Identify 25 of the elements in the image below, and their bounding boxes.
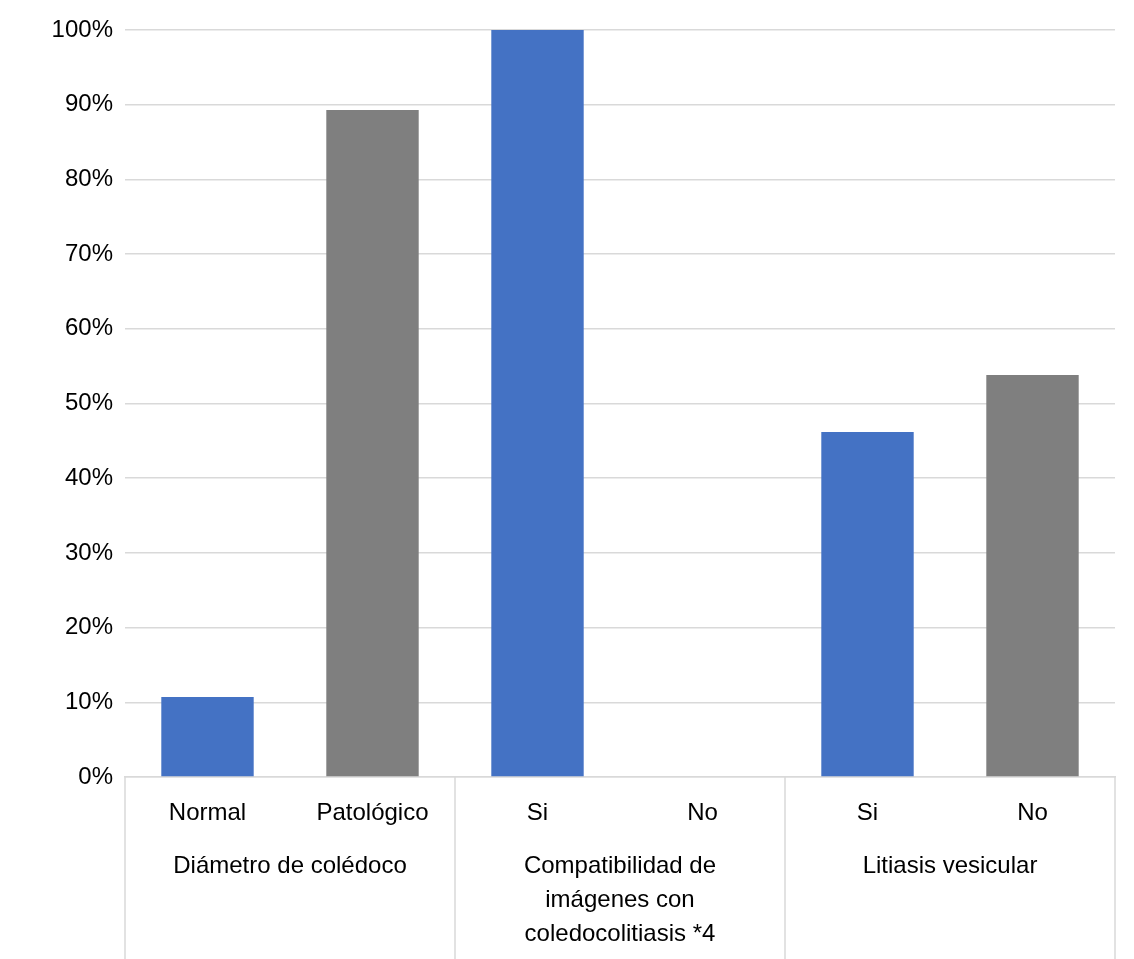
x-tick-label: Si: [856, 798, 879, 826]
bar: [491, 30, 584, 777]
text: Diámetro de colédoco: [173, 850, 407, 878]
x-tick-label: Si: [526, 798, 549, 826]
y-tick-label: 0%: [78, 761, 113, 789]
y-tick-label: 90%: [64, 89, 113, 117]
bar: [821, 431, 914, 777]
y-tick-label: 30%: [64, 537, 113, 565]
text: Litiasis vesicular: [862, 850, 1038, 878]
x-tick-label: No: [687, 798, 718, 826]
y-tick-label: 60%: [64, 313, 113, 341]
y-tick-label: 70%: [64, 238, 113, 266]
x-tick-label: No: [1017, 798, 1048, 826]
x-tick-label: Patológico: [316, 798, 429, 826]
text: Compatibilidad de imágenes con coledocolitiasis *4: [523, 850, 717, 946]
y-tick-label: 80%: [64, 164, 113, 192]
y-tick-label: 10%: [64, 686, 113, 714]
bar: [986, 375, 1079, 777]
y-tick-label: 100%: [51, 14, 113, 42]
x-tick-label: Normal: [168, 798, 247, 826]
y-tick-label: 40%: [64, 462, 113, 490]
bar: [326, 109, 419, 777]
y-tick-label: 50%: [64, 388, 113, 416]
y-tick-label: 20%: [64, 612, 113, 640]
bar: [161, 697, 254, 777]
